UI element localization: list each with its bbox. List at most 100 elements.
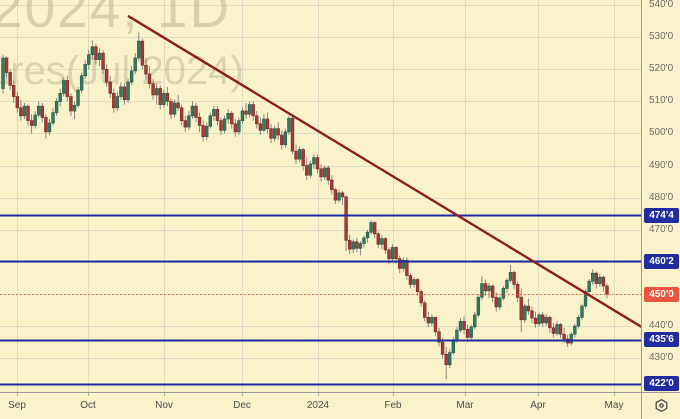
candle-down <box>519 296 523 321</box>
candle-down <box>44 117 48 133</box>
candle-up <box>569 333 573 344</box>
candle-down <box>444 353 448 366</box>
candle-up <box>79 75 84 91</box>
candle-down <box>376 233 380 245</box>
candle-up <box>369 222 373 233</box>
chart-pane[interactable]: 2024, 1D ures(Jul 2024) <box>0 0 641 392</box>
candle-up <box>83 64 87 77</box>
candle-down <box>197 117 202 126</box>
candle-up <box>598 276 602 284</box>
candle-up <box>137 40 141 59</box>
price-level-badge[interactable]: 435'6 <box>644 332 679 348</box>
price-axis[interactable]: 540'0 530'0 520'0 510'0 500'0 490'0 480'0 470'0… <box>641 0 680 392</box>
time-axis-label: Feb <box>384 400 402 411</box>
candle-down <box>194 105 198 118</box>
candle-up <box>205 125 209 138</box>
candle-down <box>258 123 263 131</box>
candle-up <box>351 241 355 250</box>
trendline[interactable] <box>127 14 641 328</box>
candle-down <box>65 80 70 97</box>
candle-up <box>412 279 416 285</box>
candle-down <box>333 189 338 201</box>
candle-up <box>208 115 212 127</box>
candle-down <box>605 285 609 295</box>
candlestick-chart[interactable] <box>0 0 641 392</box>
candle-down <box>383 238 388 251</box>
candle-down <box>594 272 598 284</box>
candle-up <box>262 118 266 131</box>
gear-icon <box>653 397 670 417</box>
price-level-badge[interactable]: 460'2 <box>644 253 679 269</box>
candle-down <box>301 149 305 166</box>
candle-down <box>440 341 445 355</box>
candle-down <box>319 168 323 178</box>
candle-down <box>165 92 170 102</box>
candle-down <box>104 68 109 83</box>
candle-up <box>190 105 195 117</box>
candle-up <box>455 329 459 341</box>
price-level-badge[interactable]: 474'4 <box>644 207 679 223</box>
candle-down <box>290 117 295 152</box>
candle-up <box>505 280 509 289</box>
candle-down <box>540 314 545 324</box>
candle-up <box>247 104 252 115</box>
candle-down <box>144 64 148 75</box>
candle-down <box>315 157 320 170</box>
candle-up <box>90 46 95 56</box>
candle-up <box>537 314 541 325</box>
candle-down <box>201 125 205 138</box>
candle-down <box>169 101 173 115</box>
candle-up <box>72 105 77 112</box>
time-axis-tick <box>242 393 243 396</box>
candle-down <box>180 107 184 121</box>
candle-down <box>108 81 112 94</box>
candle-up <box>51 112 55 124</box>
axis-settings-button[interactable] <box>652 397 671 416</box>
candle-down <box>294 150 298 160</box>
time-axis-tick <box>538 393 539 396</box>
last-price-badge[interactable]: 450'0 <box>644 286 679 302</box>
time-axis-tick <box>88 393 89 396</box>
candle-up <box>297 149 302 160</box>
candle-up <box>573 325 577 335</box>
candle-up <box>591 272 595 282</box>
candle-up <box>187 115 191 128</box>
candle-down <box>244 110 248 115</box>
candle-down <box>483 283 488 292</box>
candle-down <box>465 329 470 338</box>
candle-up <box>487 285 491 292</box>
price-tick-label: 480'0 <box>649 191 674 203</box>
candle-down <box>151 83 155 96</box>
candle-down <box>305 165 309 176</box>
candle-up <box>401 259 405 269</box>
candle-down <box>558 324 563 335</box>
candle-down <box>437 331 441 343</box>
candle-down <box>548 316 552 329</box>
candle-up <box>47 122 52 133</box>
time-axis[interactable]: Sep Oct Nov Dec 2024 Feb Mar Apr May <box>0 392 680 419</box>
candle-down <box>233 123 238 133</box>
axis-corner-separator <box>641 393 642 419</box>
time-axis-label: Apr <box>530 400 546 411</box>
candle-up <box>501 288 506 299</box>
price-tick-label: 490'0 <box>649 159 674 171</box>
price-tick-label: 510'0 <box>649 95 674 107</box>
candle-down <box>394 247 398 260</box>
candle-up <box>380 238 384 245</box>
candle-down <box>355 241 359 249</box>
candle-down <box>330 179 334 191</box>
candle-down <box>423 302 427 318</box>
candle-up <box>312 157 316 165</box>
candle-down <box>515 284 520 298</box>
candle-down <box>415 279 420 292</box>
candle-up <box>508 272 513 281</box>
candle-down <box>276 128 280 136</box>
candle-up <box>240 110 245 121</box>
price-tick-label: 430'0 <box>649 352 674 364</box>
candle-down <box>433 316 438 333</box>
candle-up <box>33 114 37 126</box>
time-axis-label: Mar <box>456 400 474 411</box>
candle-up <box>308 163 313 176</box>
price-level-badge[interactable]: 422'0 <box>644 376 679 392</box>
